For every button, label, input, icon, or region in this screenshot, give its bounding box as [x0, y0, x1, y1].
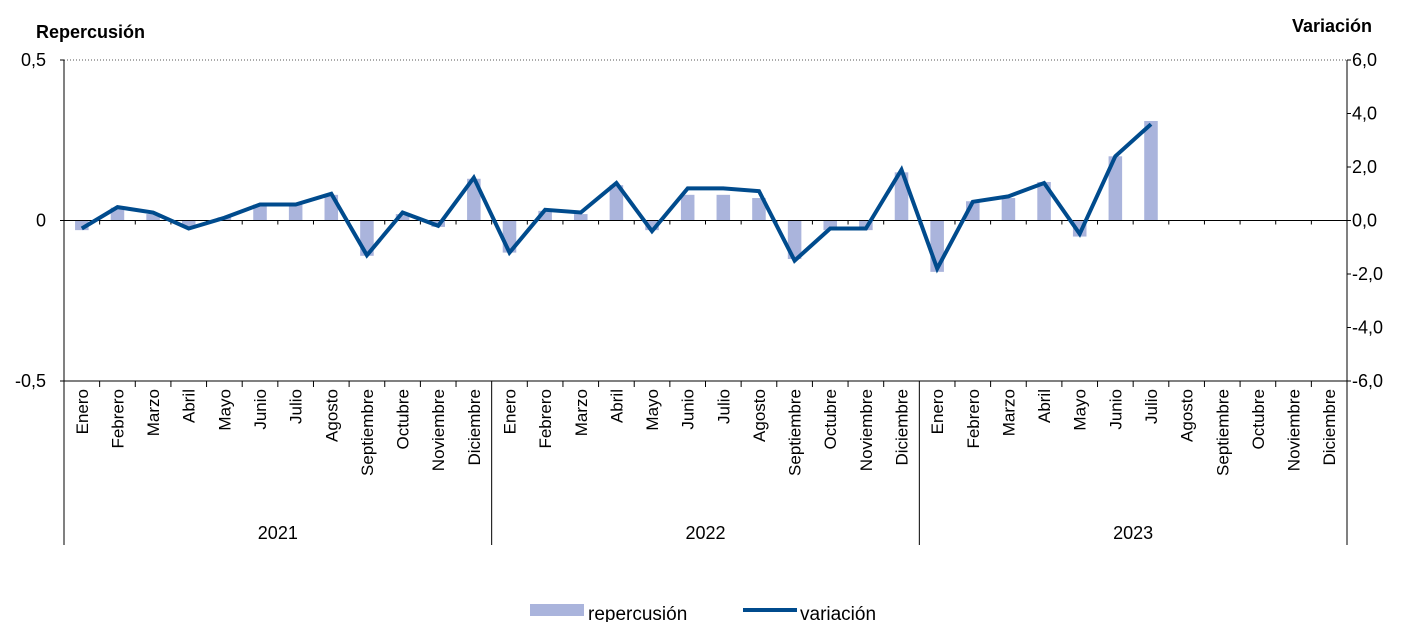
legend-swatch-repercusion: [530, 604, 584, 616]
month-label: Abril: [1035, 389, 1054, 423]
month-label: Marzo: [144, 389, 163, 436]
bar-abril-2022: [609, 185, 624, 221]
month-label: Febrero: [964, 389, 983, 449]
year-label: 2023: [1113, 523, 1153, 543]
left-tick-label: -0,5: [15, 371, 46, 391]
legend-label-variacion: variación: [800, 604, 876, 622]
month-label: Diciembre: [1320, 389, 1339, 466]
right-tick-label: 4,0: [1352, 104, 1377, 124]
month-label: Diciembre: [465, 389, 484, 466]
month-label: Junio: [1106, 389, 1125, 430]
right-tick-label: -4,0: [1352, 318, 1383, 338]
month-label: Mayo: [215, 389, 234, 431]
year-label: 2021: [258, 523, 298, 543]
month-label: Agosto: [1178, 389, 1197, 442]
month-label: Octubre: [821, 389, 840, 449]
right-tick-label: -2,0: [1352, 264, 1383, 284]
bar-marzo-2021: [146, 214, 160, 221]
right-tick-label: 6,0: [1352, 50, 1377, 70]
month-label: Julio: [1142, 389, 1161, 424]
bar-julio-2022: [716, 194, 731, 221]
month-label: Febrero: [108, 389, 127, 449]
year-label: 2022: [685, 523, 725, 543]
left-axis-title: Repercusión: [36, 22, 145, 42]
bar-febrero-2022: [538, 210, 552, 221]
bar-junio-2021: [253, 204, 267, 221]
month-label: Enero: [928, 389, 947, 434]
right-tick-label: 2,0: [1352, 157, 1377, 177]
month-label: Septiembre: [1213, 389, 1232, 476]
month-label: Noviembre: [1285, 389, 1304, 471]
variacion-line: [80, 122, 1153, 274]
bar-junio-2023: [1108, 156, 1123, 221]
month-label: Agosto: [322, 389, 341, 442]
month-label: Noviembre: [857, 389, 876, 471]
month-label: Agosto: [750, 389, 769, 442]
month-label: Julio: [287, 389, 306, 424]
left-tick-label: 0: [36, 211, 46, 231]
legend-label-repercusion: repercusión: [588, 604, 687, 622]
bar-julio-2021: [288, 204, 303, 221]
bar-abril-2023: [1037, 181, 1051, 221]
month-label: Octubre: [394, 389, 413, 449]
plot-area: 0,5 0 -0,5 6,0 4,0 2,0 0,0 -2,0 -4,0 -6,0 Enero Feb…: [15, 50, 1383, 545]
month-label: Enero: [73, 389, 92, 434]
bar-agosto-2022: [752, 198, 766, 221]
month-label: Septiembre: [358, 389, 377, 476]
month-label: Julio: [714, 389, 733, 424]
month-label: Marzo: [572, 389, 591, 436]
month-label: Junio: [251, 389, 270, 430]
bar-octubre-2022: [823, 220, 838, 231]
right-axis-title: Variación: [1292, 16, 1372, 36]
bar-septiembre-2022: [787, 220, 802, 260]
month-label: Abril: [180, 389, 199, 423]
legend: repercusión variación: [530, 604, 876, 622]
right-tick-label: 0,0: [1352, 211, 1377, 231]
month-label: Septiembre: [786, 389, 805, 476]
bar-octubre-2021: [395, 214, 410, 221]
bar-marzo-2023: [1001, 198, 1016, 221]
month-label: Mayo: [1071, 389, 1090, 431]
month-label: Abril: [607, 389, 626, 423]
bar-junio-2022: [680, 194, 695, 221]
left-tick-label: 0,5: [21, 50, 46, 70]
bar-marzo-2022: [573, 214, 588, 221]
month-label: Noviembre: [429, 389, 448, 471]
month-label: Febrero: [536, 389, 555, 449]
month-label: Octubre: [1249, 389, 1268, 449]
month-label: Diciembre: [893, 389, 912, 466]
bar-julio-2023: [1144, 120, 1158, 221]
month-label: Enero: [500, 389, 519, 434]
bar-abril-2021: [181, 220, 196, 227]
month-label: Junio: [679, 389, 698, 430]
bar-enero-2021: [75, 220, 89, 231]
right-tick-label: -6,0: [1352, 371, 1383, 391]
month-label: Marzo: [999, 389, 1018, 436]
bar-mayo-2022: [645, 220, 659, 231]
month-label: Mayo: [643, 389, 662, 431]
